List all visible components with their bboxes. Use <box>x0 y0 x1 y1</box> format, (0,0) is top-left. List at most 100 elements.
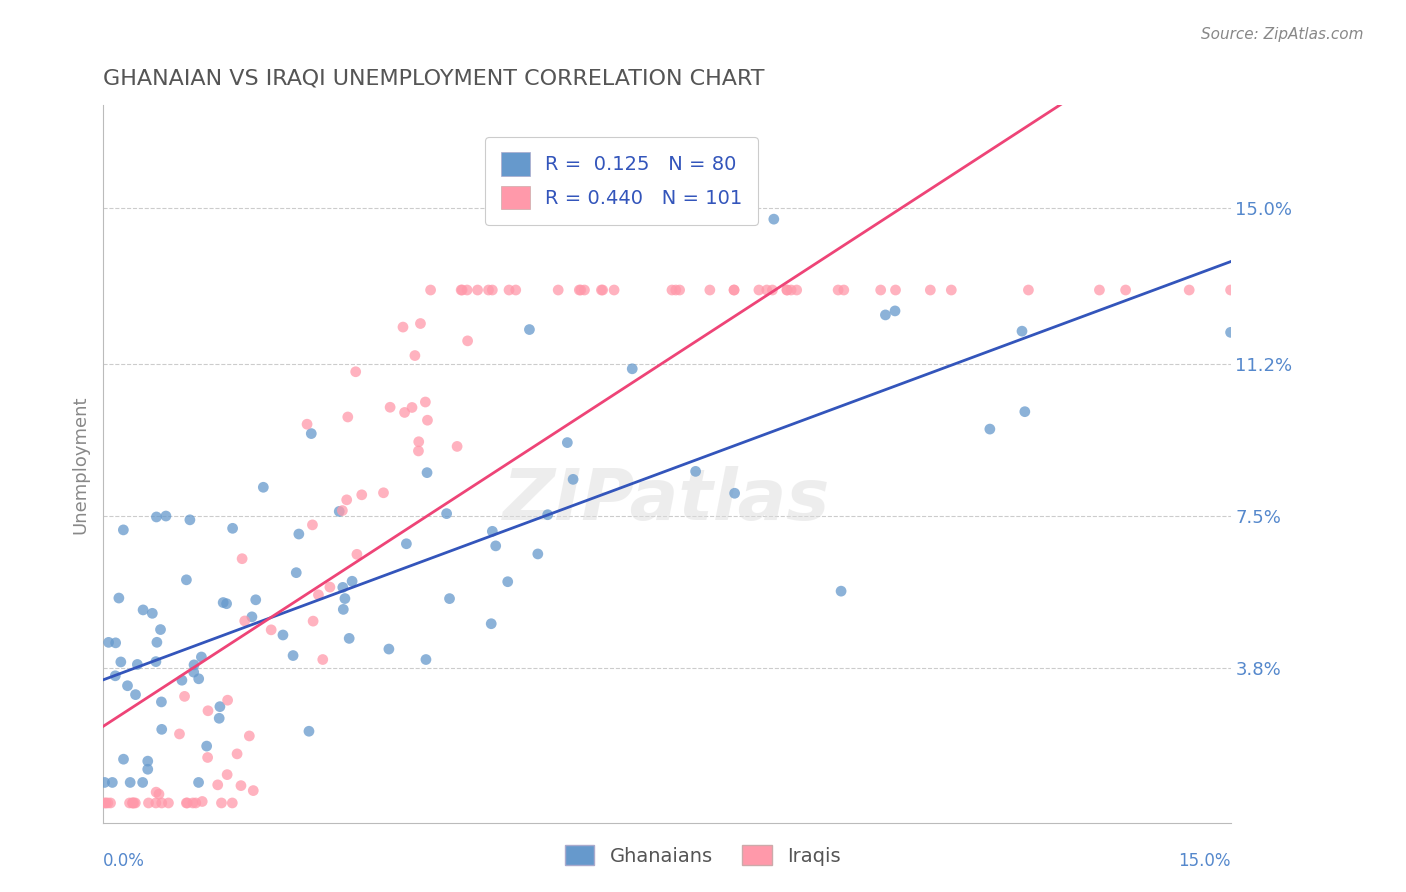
Point <box>439 591 461 606</box>
Point <box>498 283 520 297</box>
Point <box>181 796 204 810</box>
Point <box>830 584 852 599</box>
Point <box>100 796 122 810</box>
Text: Source: ZipAtlas.com: Source: ZipAtlas.com <box>1201 27 1364 42</box>
Point <box>104 669 127 683</box>
Point <box>748 283 770 297</box>
Point <box>477 283 499 297</box>
Point <box>260 623 283 637</box>
Point <box>832 283 855 297</box>
Point <box>884 304 907 318</box>
Point <box>101 775 124 789</box>
Y-axis label: Unemployment: Unemployment <box>72 395 89 533</box>
Point <box>170 673 193 688</box>
Point <box>242 783 264 797</box>
Point <box>373 485 395 500</box>
Point <box>780 283 803 297</box>
Point <box>176 573 198 587</box>
Point <box>233 614 256 628</box>
Point <box>408 434 430 449</box>
Point <box>207 778 229 792</box>
Point <box>197 750 219 764</box>
Point <box>229 779 252 793</box>
Point <box>118 796 141 810</box>
Point <box>145 796 167 810</box>
Point <box>336 492 359 507</box>
Point <box>1115 283 1137 297</box>
Point <box>346 547 368 561</box>
Point <box>288 527 311 541</box>
Point <box>875 308 897 322</box>
Point <box>328 504 350 518</box>
Point <box>217 767 239 781</box>
Point <box>221 796 243 810</box>
Point <box>336 409 359 424</box>
Point <box>121 796 143 810</box>
Point <box>187 775 209 789</box>
Point <box>592 283 614 297</box>
Point <box>569 283 592 297</box>
Point <box>378 401 401 415</box>
Point <box>112 523 135 537</box>
Point <box>485 539 508 553</box>
Point <box>132 603 155 617</box>
Point <box>786 283 808 297</box>
Point <box>1219 326 1241 340</box>
Point <box>252 480 274 494</box>
Point <box>145 785 167 799</box>
Text: 15.0%: 15.0% <box>1178 852 1230 870</box>
Point <box>110 655 132 669</box>
Point <box>404 349 426 363</box>
Point <box>761 283 783 297</box>
Point <box>124 688 146 702</box>
Point <box>557 435 579 450</box>
Point <box>183 657 205 672</box>
Point <box>416 413 439 427</box>
Point <box>408 444 430 458</box>
Point <box>467 283 489 297</box>
Point <box>1088 283 1111 297</box>
Point <box>415 652 437 666</box>
Point <box>456 283 478 297</box>
Point <box>298 724 321 739</box>
Point <box>827 283 849 297</box>
Point <box>240 610 263 624</box>
Point <box>333 591 356 606</box>
Point <box>668 283 690 297</box>
Point <box>574 283 596 297</box>
Point <box>481 524 503 539</box>
Point <box>415 395 437 409</box>
Point <box>217 693 239 707</box>
Point <box>157 796 180 810</box>
Point <box>337 632 360 646</box>
Point <box>93 775 115 789</box>
Point <box>762 212 785 227</box>
Point <box>190 650 212 665</box>
Point <box>340 574 363 589</box>
Point <box>603 283 626 297</box>
Text: ZIPatlas: ZIPatlas <box>503 466 831 535</box>
Point <box>145 655 167 669</box>
Point <box>332 503 354 517</box>
Point <box>1219 283 1241 297</box>
Point <box>231 551 253 566</box>
Point <box>141 607 163 621</box>
Point <box>179 513 201 527</box>
Legend: R =  0.125   N = 80, R = 0.440   N = 101: R = 0.125 N = 80, R = 0.440 N = 101 <box>485 136 758 225</box>
Point <box>505 283 527 297</box>
Point <box>122 796 145 810</box>
Point <box>344 365 367 379</box>
Point <box>120 775 142 789</box>
Point <box>699 283 721 297</box>
Point <box>146 635 169 649</box>
Point <box>221 521 243 535</box>
Point <box>136 754 159 768</box>
Point <box>451 283 474 297</box>
Point <box>307 588 329 602</box>
Point <box>920 283 942 297</box>
Point <box>302 614 325 628</box>
Point <box>97 635 120 649</box>
Point <box>350 488 373 502</box>
Point <box>187 672 209 686</box>
Point <box>401 401 423 415</box>
